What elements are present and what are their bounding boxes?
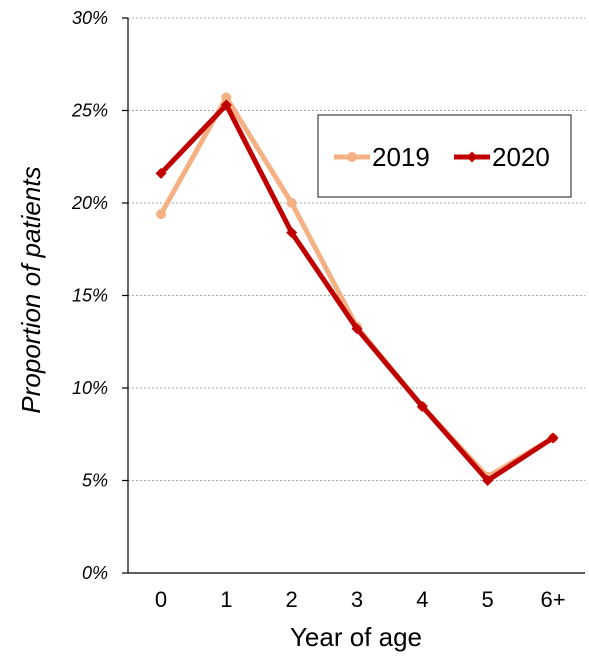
y-tick-label: 0%	[82, 563, 108, 583]
x-tick-label: 4	[416, 587, 428, 612]
y-axis-title: Proportion of patients	[16, 166, 46, 413]
x-tick-label: 6+	[540, 587, 565, 612]
y-tick-label: 5%	[82, 471, 108, 491]
data-point	[220, 99, 232, 111]
x-axis-title: Year of age	[290, 622, 422, 652]
data-point	[286, 227, 298, 239]
x-tick-label: 0	[155, 587, 167, 612]
legend-label: 2020	[492, 142, 550, 172]
y-tick-labels: 0% 5% 10% 15% 20% 25% 30%	[71, 8, 108, 583]
y-tick-label: 30%	[72, 8, 108, 28]
legend-marker	[347, 152, 357, 162]
axes	[127, 18, 585, 574]
legend-label: 2019	[372, 142, 430, 172]
x-tick-labels: 0 1 2 3 4 5 6+	[155, 587, 566, 612]
data-point	[155, 167, 167, 179]
gridlines	[122, 17, 585, 574]
x-tick-label: 3	[351, 587, 363, 612]
y-tick-label: 25%	[71, 101, 108, 121]
data-point	[547, 432, 559, 444]
x-tick-label: 1	[220, 587, 232, 612]
series	[155, 92, 559, 486]
data-point	[416, 401, 428, 412]
data-point	[221, 92, 232, 103]
data-point	[482, 475, 494, 486]
data-point	[351, 323, 363, 335]
legend-marker	[466, 151, 478, 163]
data-point	[286, 198, 297, 208]
series-2020	[155, 99, 559, 486]
x-tick-label: 5	[482, 587, 494, 612]
data-point	[156, 209, 166, 220]
y-tick-label: 20%	[71, 193, 108, 213]
legend: 2019 2020	[317, 114, 572, 198]
legend-entry: 2019	[334, 142, 430, 172]
y-tick-label: 10%	[72, 378, 108, 398]
y-tick-label: 15%	[72, 286, 108, 306]
x-tick-label: 2	[286, 587, 298, 612]
legend-entry: 2020	[454, 142, 550, 172]
